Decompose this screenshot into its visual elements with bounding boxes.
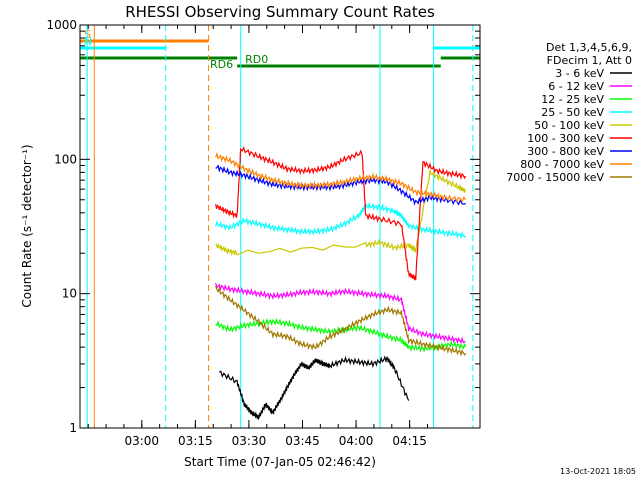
legend-entry: 6 - 12 keV [548,80,604,93]
plot-area [215,145,467,421]
status-bar-label: RD6 [210,58,233,71]
x-tick-label: 03:00 [124,434,159,448]
legend-entry: 3 - 6 keV [555,67,604,80]
series-line [215,145,467,281]
x-tick-label: 03:15 [178,434,213,448]
chart-title: RHESSI Observing Summary Count Rates [125,3,435,21]
y-tick-label: 100 [54,152,77,166]
x-axis: 03:00 03:15 03:30 03:45 04:00 04:15 [87,25,428,448]
series-line [215,285,467,357]
y-tick-label: 1000 [46,18,77,32]
legend-header: Det 1,3,4,5,6,9, [546,41,632,54]
series-line [215,317,467,353]
series-line [215,151,467,203]
x-tick-label: 03:30 [232,434,267,448]
status-bars: SNRD6RD0 [80,28,480,71]
legend-entry: 50 - 100 keV [534,119,604,132]
status-bar-label: N [84,35,92,48]
legend-entry: 100 - 300 keV [527,132,604,145]
legend-entry: 7000 - 15000 keV [506,171,604,184]
series-line [215,169,467,257]
vertical-markers [86,25,474,428]
y-axis-label: Count Rate (s⁻¹ detector⁻¹) [20,144,34,307]
series-line [215,201,467,240]
legend-entry: 25 - 50 keV [541,106,604,119]
legend: Det 1,3,4,5,6,9,FDecim 1, Att 03 - 6 keV… [506,41,632,184]
x-tick-label: 04:15 [392,434,427,448]
plot-frame [79,24,481,429]
series-line [215,282,466,345]
footer-stamp: 13-Oct-2021 18:05 [560,467,636,476]
legend-entry: 300 - 800 keV [527,145,604,158]
x-tick-label: 03:45 [285,434,320,448]
status-bar-label: RD0 [245,53,268,66]
y-tick-label: 1 [69,421,77,435]
x-axis-label: Start Time (07-Jan-05 02:46:42) [184,455,376,469]
legend-entry: 800 - 7000 keV [520,158,604,171]
y-axis: 1 10 100 1000 [46,18,480,435]
y-tick-label: 10 [62,287,77,301]
x-tick-label: 04:00 [339,434,374,448]
series-line [215,164,466,206]
legend-header: FDecim 1, Att 0 [547,54,632,67]
series-line [218,355,410,421]
legend-entry: 12 - 25 keV [541,93,604,106]
